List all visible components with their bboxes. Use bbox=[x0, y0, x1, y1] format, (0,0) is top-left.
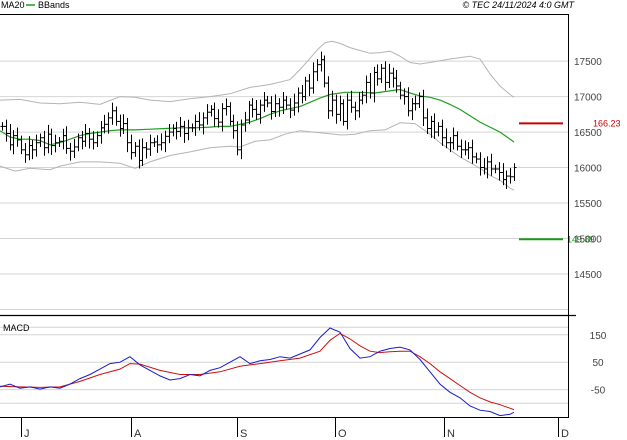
month-tick-label: J bbox=[24, 428, 30, 440]
month-tick-label: S bbox=[240, 428, 247, 440]
macd-grid bbox=[0, 334, 568, 404]
bband-lower-line bbox=[0, 122, 515, 191]
macd-tick-label: 150 bbox=[590, 331, 607, 342]
price-tick-label: 15000 bbox=[574, 235, 602, 246]
bbands-legend-label: BBands bbox=[38, 0, 70, 10]
price-tick-label: 16000 bbox=[574, 164, 602, 175]
macd-panel-title: MACD bbox=[3, 323, 30, 333]
macd-signal-line bbox=[0, 332, 515, 411]
price-tick-label: 17500 bbox=[574, 57, 602, 68]
resistance-label: 166.23 bbox=[593, 118, 621, 128]
month-tick-label: A bbox=[134, 428, 142, 440]
month-tick-label: O bbox=[338, 428, 347, 440]
price-bars bbox=[0, 51, 517, 189]
price-tick-label: 17000 bbox=[574, 93, 602, 104]
support-label: 149.89 bbox=[567, 234, 595, 244]
macd-axis-labels: 150 50 -50 bbox=[590, 331, 607, 397]
month-tick-label: D bbox=[561, 428, 569, 440]
macd-tick-label: 50 bbox=[592, 358, 604, 369]
price-levels: 166.23 149.89 bbox=[519, 118, 621, 244]
price-grid bbox=[0, 60, 568, 328]
price-axis-labels: 17500 17000 16500 16000 15500 15000 14500 bbox=[574, 57, 602, 281]
macd-tick-label: -50 bbox=[591, 386, 606, 397]
bband-upper-line bbox=[0, 40, 515, 105]
chart-frame bbox=[0, 14, 576, 418]
macd-lines bbox=[0, 327, 515, 417]
ma20-legend-label: MA20 bbox=[1, 0, 25, 10]
price-tick-label: 16500 bbox=[574, 128, 602, 139]
macd-line bbox=[0, 327, 515, 417]
copyright-text: © TEC 24/11/2024 4:0 GMT bbox=[462, 0, 575, 10]
bollinger-bands bbox=[0, 40, 515, 191]
price-tick-label: 14500 bbox=[574, 270, 602, 281]
month-tick-label: N bbox=[447, 428, 455, 440]
price-tick-label: 15500 bbox=[574, 199, 602, 210]
